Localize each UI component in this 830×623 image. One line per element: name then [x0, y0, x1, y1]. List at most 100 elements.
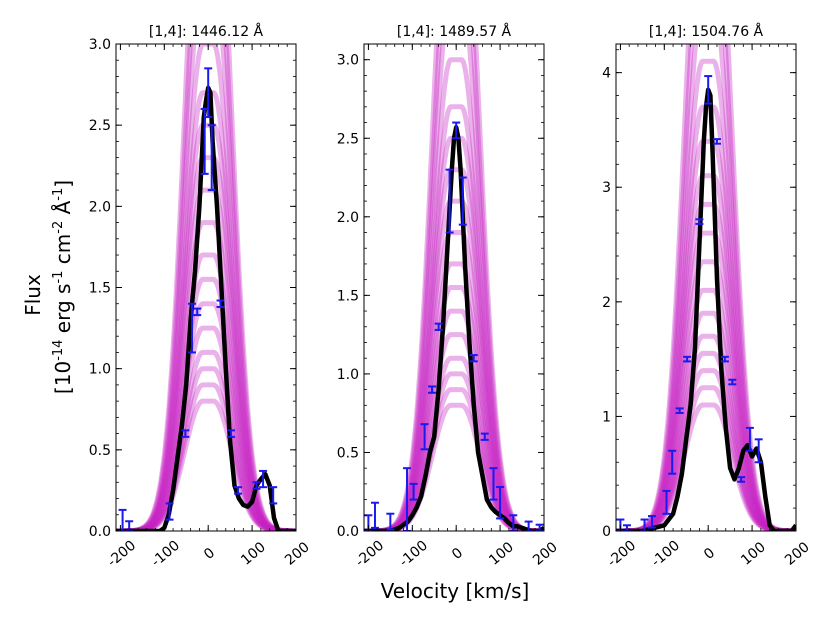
x-tick-label: 100 [486, 539, 517, 568]
x-tick-label: 100 [738, 539, 769, 568]
model-curve [364, 402, 544, 531]
error-bar [234, 486, 243, 495]
y-tick-label: 1.5 [337, 288, 359, 304]
x-tick-label: 100 [238, 539, 269, 568]
model-curve [364, 285, 544, 531]
model-curve [616, 259, 796, 531]
error-bar [403, 467, 412, 531]
model-curve [364, 167, 544, 531]
error-bar [409, 482, 418, 501]
error-bar [480, 432, 489, 441]
x-tick-label: -200 [353, 538, 388, 571]
chart-title: [1,4]: 1489.57 Å [397, 23, 512, 40]
y-axis-label-line2: [10-14 erg s-1 cm-2 Å-1] [51, 180, 75, 394]
y-tick-label: 3 [602, 180, 611, 196]
model-curve [116, 44, 296, 531]
error-bar [252, 481, 261, 490]
y-tick-label: 2.5 [89, 118, 111, 134]
error-bar [370, 501, 379, 529]
chart-title: [1,4]: 1446.12 Å [149, 23, 264, 40]
y-tick-label: 1.5 [89, 281, 111, 297]
model-curve [116, 398, 296, 531]
y-tick-label: 3.0 [89, 37, 111, 53]
x-tick-label: -200 [605, 538, 640, 571]
y-axis-label-line1: Flux [21, 274, 45, 316]
error-bar [745, 426, 754, 452]
error-bar [434, 322, 443, 331]
error-bar [712, 138, 721, 145]
error-bar [489, 467, 498, 501]
error-bar [420, 423, 429, 451]
model-curve [116, 44, 296, 531]
error-bar [216, 299, 225, 308]
y-tick-label: 0.5 [89, 443, 111, 459]
x-tick-label: 0 [201, 545, 218, 563]
x-tick-label: 0 [701, 545, 718, 563]
error-bar [165, 502, 174, 521]
model-curve [116, 252, 296, 531]
chart-title: [1,4]: 1504.76 Å [649, 23, 764, 40]
model-curve [116, 366, 296, 531]
error-bar [668, 449, 677, 475]
error-bar [386, 512, 395, 531]
x-tick-label: -200 [105, 538, 140, 571]
error-bar [720, 355, 729, 363]
y-tick-label: 1.0 [337, 367, 359, 383]
observed-spectrum-line [616, 87, 796, 531]
plot-area-1 [116, 44, 296, 531]
error-bar [428, 385, 437, 394]
plot-area-2 [364, 44, 544, 531]
x-tick-label: 200 [282, 539, 313, 568]
x-tick-label: -100 [148, 538, 183, 571]
error-bar [204, 67, 213, 119]
model-curve [364, 198, 544, 531]
error-bar [704, 75, 713, 105]
x-tick-label: -100 [648, 538, 683, 571]
error-bar [683, 355, 692, 363]
model-curve [616, 350, 796, 531]
x-tick-label: 200 [782, 539, 813, 568]
model-curve [116, 155, 296, 531]
y-tick-label: 2.5 [337, 131, 359, 147]
y-tick-label: 0.0 [337, 524, 359, 540]
axes-frame [615, 43, 797, 532]
error-bar [695, 218, 704, 225]
model-curve [616, 333, 796, 531]
model-curve [364, 230, 544, 531]
model-curve [364, 332, 544, 531]
panel-2: [1,4]: 1489.57 Å 0.0 0.5 1.0 1.5 2.0 2.5 3.0 -20… [337, 23, 561, 571]
model-curve [116, 349, 296, 531]
model-curve [116, 220, 296, 531]
y-tick-label: 0.5 [337, 445, 359, 461]
error-bar [737, 476, 746, 483]
y-tick-label: 0 [602, 524, 611, 540]
observed-spectrum-line [364, 125, 544, 531]
error-bar [754, 438, 763, 464]
y-tick-label: 1 [602, 409, 611, 425]
error-bar [452, 121, 461, 140]
model-curve [116, 382, 296, 531]
model-curve [116, 325, 296, 531]
error-bar [193, 307, 202, 317]
y-tick-label: 4 [602, 66, 611, 82]
x-axis-label: Velocity [km/s] [381, 579, 530, 603]
x-tick-label: -100 [396, 538, 431, 571]
x-tick-label: 200 [530, 539, 561, 568]
observed-spectrum-line [116, 85, 296, 531]
model-curve [616, 58, 796, 531]
model-curve [616, 287, 796, 531]
axes-frame [363, 43, 545, 532]
y-tick-label: 0.0 [89, 524, 111, 540]
error-bar [227, 429, 236, 438]
model-curve [364, 387, 544, 531]
error-bar [259, 469, 268, 489]
model-curve [616, 44, 796, 531]
error-bar [648, 515, 656, 529]
model-curve [116, 44, 296, 531]
error-bar [535, 523, 544, 531]
model-curve [616, 44, 796, 531]
error-bar [207, 124, 216, 192]
error-bar [524, 520, 533, 531]
error-bar [187, 302, 196, 354]
error-bar [181, 429, 190, 438]
